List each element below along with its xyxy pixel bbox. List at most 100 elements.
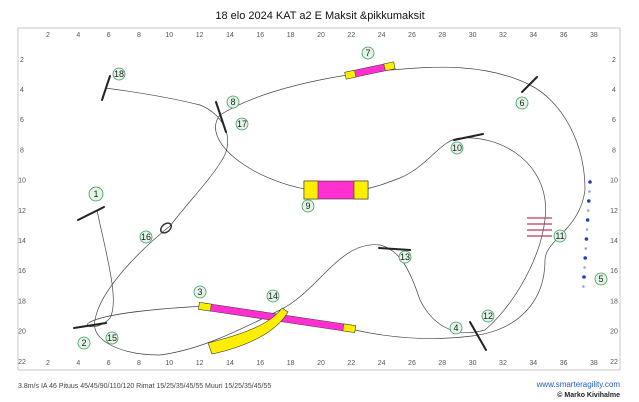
pole xyxy=(584,247,588,250)
obstacle-number: 8 xyxy=(230,97,235,107)
pole xyxy=(588,180,592,184)
number-circle xyxy=(553,229,567,243)
y-label: 16 xyxy=(18,268,26,275)
tunnel-end xyxy=(353,180,369,200)
number-circle xyxy=(226,95,240,109)
x-label: 30 xyxy=(469,32,477,39)
y-label: 20 xyxy=(18,329,26,336)
y-label: 16 xyxy=(610,268,618,275)
obstacle-number: 14 xyxy=(268,291,278,301)
obstacle-number: 11 xyxy=(555,231,564,241)
tunnel xyxy=(344,61,396,80)
number-circle xyxy=(361,46,375,60)
pole xyxy=(583,256,587,260)
y-label: 14 xyxy=(18,238,26,245)
jumps xyxy=(73,75,538,351)
obstacle-number: 17 xyxy=(237,119,247,129)
curved-tunnel xyxy=(207,307,289,355)
grid-labels: 2244668810101212141416161818202022222424… xyxy=(18,32,618,367)
x-label: 38 xyxy=(590,360,598,367)
x-label: 4 xyxy=(76,360,80,367)
x-label: 2 xyxy=(46,32,50,39)
obstacle-number: 4 xyxy=(453,323,458,333)
number-circle xyxy=(481,309,495,323)
pole xyxy=(584,237,589,241)
obstacle-number: 5 xyxy=(598,274,603,284)
panel xyxy=(527,217,552,237)
y-label: 12 xyxy=(18,208,26,215)
x-label: 16 xyxy=(256,32,264,39)
x-label: 14 xyxy=(226,32,234,39)
x-label: 28 xyxy=(438,360,446,367)
x-label: 30 xyxy=(469,360,477,367)
x-label: 6 xyxy=(107,32,111,39)
number-circle xyxy=(301,199,315,213)
x-label: 12 xyxy=(196,32,204,39)
obstacle-number: 16 xyxy=(141,232,151,242)
number-circle xyxy=(112,67,126,81)
pole xyxy=(582,285,585,288)
x-label: 24 xyxy=(378,360,386,367)
obstacle-number: 15 xyxy=(107,333,117,343)
tunnel-end xyxy=(303,180,319,200)
x-label: 14 xyxy=(226,360,234,367)
x-label: 28 xyxy=(438,32,446,39)
field-border xyxy=(17,27,621,371)
y-label: 18 xyxy=(610,298,618,305)
author: © Marko Kivihalme xyxy=(557,391,620,399)
obstacle-number: 6 xyxy=(519,98,524,108)
x-label: 20 xyxy=(317,360,325,367)
y-label: 2 xyxy=(612,57,616,64)
number-circle xyxy=(139,230,153,244)
y-label: 18 xyxy=(18,298,26,305)
pole xyxy=(585,218,590,222)
obstacle-number: 3 xyxy=(197,287,202,297)
x-label: 32 xyxy=(499,32,507,39)
x-label: 8 xyxy=(137,32,141,39)
weave-poles xyxy=(582,180,592,288)
course-path xyxy=(87,66,586,356)
x-label: 10 xyxy=(165,32,173,39)
pole xyxy=(588,190,591,193)
y-label: 6 xyxy=(612,117,616,124)
x-label: 22 xyxy=(347,360,355,367)
x-label: 26 xyxy=(408,360,416,367)
x-label: 10 xyxy=(165,360,173,367)
number-circle xyxy=(235,117,249,131)
obstacle-number: 1 xyxy=(93,189,98,199)
obstacle-number: 13 xyxy=(400,252,410,262)
obstacle-number: 18 xyxy=(114,69,124,79)
y-label: 22 xyxy=(18,359,26,366)
x-label: 4 xyxy=(76,32,80,39)
number-circle xyxy=(398,250,412,264)
y-label: 10 xyxy=(18,178,26,185)
y-label: 14 xyxy=(610,238,618,245)
website: www.smarteragility.com xyxy=(536,380,621,389)
x-label: 16 xyxy=(256,360,264,367)
x-label: 26 xyxy=(408,32,416,39)
course-info: 3.8m/s IA 46 Pituus 45/45/90/110/120 Rim… xyxy=(18,383,271,390)
x-label: 34 xyxy=(529,32,537,39)
x-label: 32 xyxy=(499,360,507,367)
obstacle-number: 7 xyxy=(365,48,370,58)
title: 18 elo 2024 KAT a2 E Maksit &pikkumaksit xyxy=(215,10,424,22)
number-circle xyxy=(193,285,207,299)
pole xyxy=(585,228,589,231)
number-circle xyxy=(450,141,464,155)
x-label: 2 xyxy=(46,360,50,367)
y-label: 12 xyxy=(610,208,618,215)
obstacle-number: 12 xyxy=(483,311,493,321)
x-label: 18 xyxy=(287,32,295,39)
x-label: 36 xyxy=(560,32,568,39)
x-label: 34 xyxy=(529,360,537,367)
y-label: 8 xyxy=(612,147,616,154)
number-circle xyxy=(77,336,91,350)
x-label: 8 xyxy=(137,360,141,367)
pole xyxy=(582,275,586,279)
number-circle xyxy=(449,321,463,335)
number-circle xyxy=(266,289,280,303)
x-label: 38 xyxy=(590,32,598,39)
y-label: 4 xyxy=(612,87,616,94)
